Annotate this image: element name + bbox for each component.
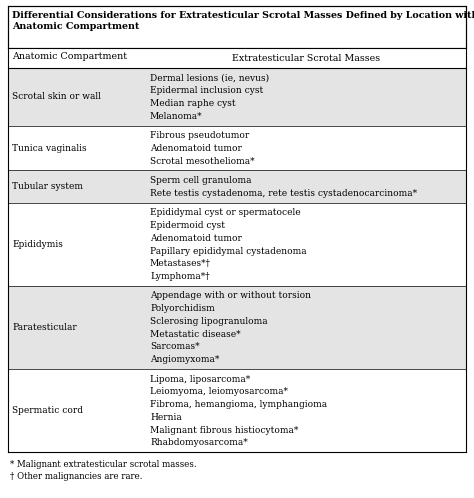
- Bar: [8, 48, 466, 68]
- Text: Epididymis: Epididymis: [12, 240, 63, 249]
- Text: Rhabdomyosarcoma*: Rhabdomyosarcoma*: [150, 438, 248, 447]
- Bar: [8, 203, 466, 286]
- Text: Sperm cell granuloma: Sperm cell granuloma: [150, 176, 252, 185]
- Text: Extratesticular Scrotal Masses: Extratesticular Scrotal Masses: [232, 53, 380, 63]
- Bar: [8, 170, 466, 203]
- Text: Appendage with or without torsion: Appendage with or without torsion: [150, 291, 311, 300]
- Text: Anatomic Compartment: Anatomic Compartment: [12, 52, 127, 61]
- Text: Lymphoma*†: Lymphoma*†: [150, 272, 210, 281]
- Text: Fibrous pseudotumor: Fibrous pseudotumor: [150, 131, 249, 140]
- Text: Leiomyoma, leiomyosarcoma*: Leiomyoma, leiomyosarcoma*: [150, 387, 288, 396]
- Text: Rete testis cystadenoma, rete testis cystadenocarcinoma*: Rete testis cystadenoma, rete testis cys…: [150, 189, 417, 198]
- Text: Paratesticular: Paratesticular: [12, 323, 77, 332]
- Text: † Other malignancies are rare.: † Other malignancies are rare.: [10, 472, 143, 481]
- Text: Melanoma*: Melanoma*: [150, 112, 202, 121]
- Text: Papillary epididymal cystadenoma: Papillary epididymal cystadenoma: [150, 247, 307, 255]
- Text: Differential Considerations for Extratesticular Scrotal Masses Defined by Locati: Differential Considerations for Extrates…: [12, 11, 474, 20]
- Bar: [8, 68, 466, 125]
- Text: Polyorchidism: Polyorchidism: [150, 304, 215, 313]
- Text: Scrotal mesothelioma*: Scrotal mesothelioma*: [150, 157, 255, 166]
- Text: Adenomatoid tumor: Adenomatoid tumor: [150, 234, 242, 243]
- Bar: [8, 6, 466, 48]
- Text: Epididymal cyst or spermatocele: Epididymal cyst or spermatocele: [150, 208, 301, 217]
- Text: Epidermoid cyst: Epidermoid cyst: [150, 221, 225, 230]
- Text: Anatomic Compartment: Anatomic Compartment: [12, 22, 139, 31]
- Text: Hernia: Hernia: [150, 413, 182, 422]
- Bar: [8, 369, 466, 452]
- Text: Angiomyxoma*: Angiomyxoma*: [150, 355, 219, 364]
- Text: Metastases*†: Metastases*†: [150, 259, 211, 268]
- Text: Lipoma, liposarcoma*: Lipoma, liposarcoma*: [150, 374, 250, 383]
- Text: Dermal lesions (ie, nevus): Dermal lesions (ie, nevus): [150, 74, 269, 83]
- Text: * Malignant extratesticular scrotal masses.: * Malignant extratesticular scrotal mass…: [10, 460, 197, 469]
- Text: Tunica vaginalis: Tunica vaginalis: [12, 143, 87, 152]
- Text: Sarcomas*: Sarcomas*: [150, 343, 200, 352]
- Text: Tubular system: Tubular system: [12, 182, 83, 191]
- Bar: [8, 286, 466, 369]
- Text: Adenomatoid tumor: Adenomatoid tumor: [150, 144, 242, 153]
- Text: Median raphe cyst: Median raphe cyst: [150, 99, 236, 108]
- Text: Spermatic cord: Spermatic cord: [12, 406, 83, 415]
- Text: Scrotal skin or wall: Scrotal skin or wall: [12, 92, 101, 101]
- Text: Sclerosing lipogranuloma: Sclerosing lipogranuloma: [150, 317, 268, 326]
- Text: Epidermal inclusion cyst: Epidermal inclusion cyst: [150, 87, 263, 96]
- Bar: [8, 125, 466, 170]
- Text: Fibroma, hemangioma, lymphangioma: Fibroma, hemangioma, lymphangioma: [150, 400, 327, 409]
- Text: Malignant fibrous histiocytoma*: Malignant fibrous histiocytoma*: [150, 425, 298, 435]
- Text: Metastatic disease*: Metastatic disease*: [150, 330, 241, 339]
